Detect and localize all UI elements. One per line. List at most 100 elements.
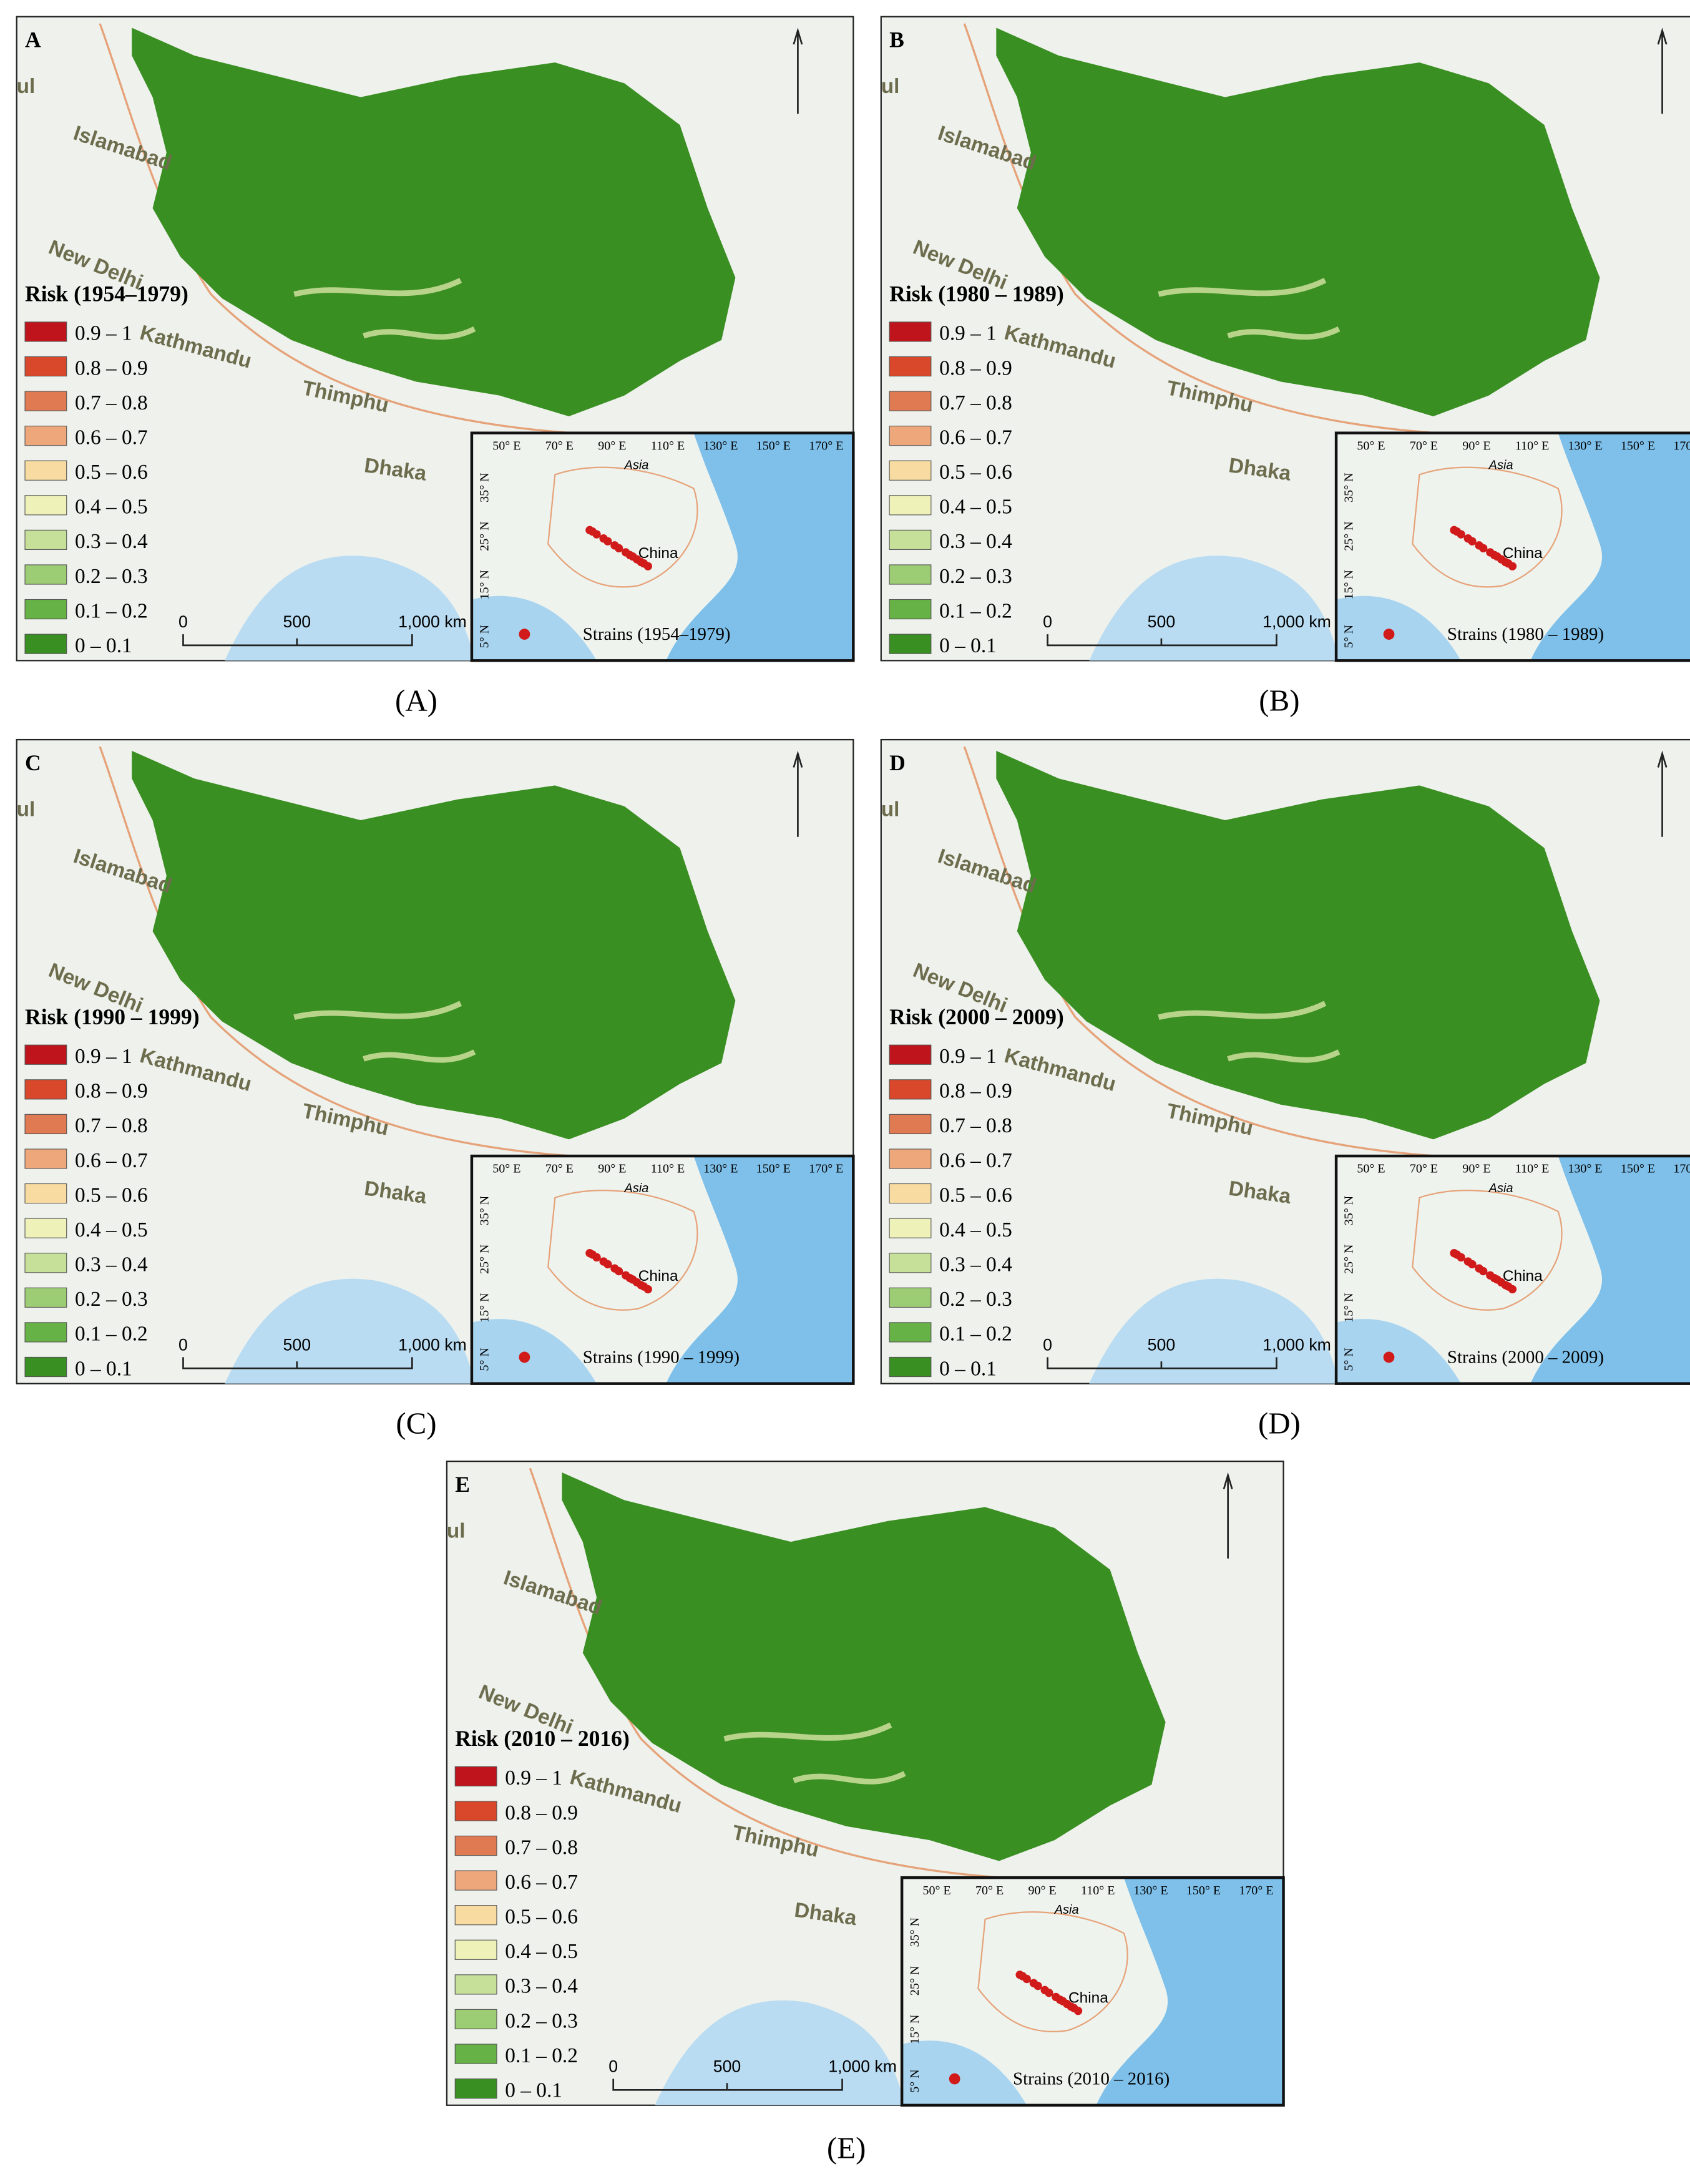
country-label: China	[1503, 545, 1543, 562]
city-label: ul	[17, 798, 36, 821]
latitude-label: 35° N	[1342, 473, 1356, 502]
scale-label: 0	[608, 2057, 618, 2075]
inset-frame	[900, 1876, 1285, 2107]
legend-swatch	[24, 426, 67, 446]
inset-sea	[1336, 595, 1462, 661]
inset-sea	[471, 1319, 597, 1384]
legend-swatch	[889, 495, 932, 516]
legend-label: 0.3 – 0.4	[505, 1975, 578, 1998]
longitude-label: 130° E	[1568, 1162, 1602, 1176]
scale-label: 500	[1148, 612, 1175, 631]
latitude-label: 5° N	[478, 1348, 492, 1371]
legend-label: 0.7 – 0.8	[505, 1836, 578, 1859]
legend-label: 0.3 – 0.4	[939, 1253, 1012, 1276]
legend-swatch	[24, 460, 67, 481]
legend-swatch	[24, 495, 67, 516]
latitude-label: 25° N	[478, 1245, 492, 1274]
legend-swatch	[889, 1218, 932, 1238]
longitude-label: 150° E	[1186, 1884, 1221, 1898]
inset-legend-label: Strains (2010 – 2016)	[1013, 2069, 1170, 2089]
strain-point	[622, 548, 630, 557]
plateau	[562, 1472, 1166, 1861]
legend-swatch	[24, 1218, 67, 1238]
longitude-label: 50° E	[1357, 1162, 1385, 1176]
legend-label: 0.5 – 0.6	[939, 461, 1012, 484]
strain-point	[1493, 552, 1502, 561]
inset-frame	[470, 431, 855, 662]
border-line	[963, 23, 1437, 434]
strain-point	[1040, 1986, 1049, 1994]
legend-label: 0.9 – 1	[939, 1045, 997, 1068]
inset-legend-dot	[519, 1351, 530, 1363]
inset-legend-label: Strains (1990 – 1999)	[583, 1347, 740, 1367]
legend-swatch	[889, 426, 932, 446]
legend-label: 0.1 – 0.2	[939, 599, 1012, 622]
strain-point	[1452, 1250, 1462, 1259]
legend-label: 0.8 – 0.9	[75, 1080, 148, 1103]
latitude-label: 25° N	[478, 521, 492, 551]
legend-label: 0 – 0.1	[505, 2079, 562, 2102]
scale-label: 500	[283, 612, 311, 631]
panel-letter: B	[889, 27, 904, 52]
legend-swatch	[889, 634, 932, 654]
strain-point	[588, 527, 597, 536]
scale-label: 0	[1043, 1335, 1052, 1354]
inset-map: 50° E 70° E 90° E 110° E 130° E 150° E 170° E 3…	[1334, 431, 1690, 662]
legend-swatch	[454, 2009, 497, 2030]
strain-point	[588, 1250, 597, 1259]
plateau	[996, 750, 1600, 1140]
inset-legend-dot	[1383, 629, 1395, 640]
legend-title: Risk (2000 – 2009)	[889, 1004, 1064, 1029]
legend-swatch	[889, 391, 932, 411]
legend-swatch	[24, 1079, 67, 1100]
panel-caption: (D)	[1258, 1406, 1301, 1441]
strain-point	[599, 534, 608, 543]
legend-swatch	[454, 2079, 497, 2099]
north-arrow	[1657, 750, 1668, 837]
panel-letter: A	[25, 27, 41, 52]
legend-swatch	[889, 1322, 932, 1343]
longitude-label: 130° E	[703, 439, 738, 453]
legend-swatch	[24, 1044, 67, 1065]
legend-swatch	[24, 1322, 67, 1343]
latitude-label: 35° N	[478, 473, 492, 502]
legend-swatch	[889, 1287, 932, 1308]
legend-label: 0.6 – 0.7	[939, 1149, 1012, 1172]
legend-swatch	[24, 599, 67, 620]
legend-swatch	[454, 1905, 497, 1926]
legend-title: Risk (1980 – 1989)	[889, 281, 1064, 306]
legend-label: 0.6 – 0.7	[939, 426, 1012, 449]
legend-swatch	[454, 1974, 497, 1995]
inset-legend-label: Strains (2000 – 2009)	[1447, 1347, 1604, 1367]
legend-swatch	[24, 529, 67, 551]
latitude-label: 5° N	[1342, 1348, 1356, 1371]
legend-swatch	[889, 1253, 932, 1273]
city-label: ul	[881, 75, 900, 98]
plateau	[132, 27, 736, 417]
legend-swatch	[454, 1801, 497, 1821]
scale-bar	[182, 634, 413, 647]
legend-label: 0.2 – 0.3	[505, 2009, 578, 2032]
legend-label: 0.8 – 0.9	[75, 356, 148, 380]
legend-label: 0.3 – 0.4	[75, 530, 148, 553]
longitude-label: 170° E	[1673, 439, 1690, 453]
legend-swatch	[24, 564, 67, 585]
legend-label: 0.7 – 0.8	[939, 1114, 1012, 1137]
longitude-label: 150° E	[1621, 1162, 1655, 1176]
longitude-label: 130° E	[703, 1162, 738, 1176]
latitude-label: 5° N	[908, 2069, 922, 2092]
legend-label: 0.7 – 0.8	[939, 391, 1012, 414]
scale-label: 500	[1148, 1335, 1175, 1354]
legend-label: 0.6 – 0.7	[505, 1871, 578, 1894]
legend-swatch	[24, 1183, 67, 1204]
strain-point	[622, 1271, 630, 1280]
legend-swatch	[454, 2044, 497, 2064]
longitude-label: 70° E	[545, 439, 574, 453]
legend-swatch	[24, 1356, 67, 1378]
inset-frame	[1334, 1154, 1690, 1385]
longitude-label: 110° E	[1515, 1162, 1549, 1176]
longitude-label: 110° E	[651, 1162, 685, 1176]
strain-point	[1463, 1257, 1472, 1266]
